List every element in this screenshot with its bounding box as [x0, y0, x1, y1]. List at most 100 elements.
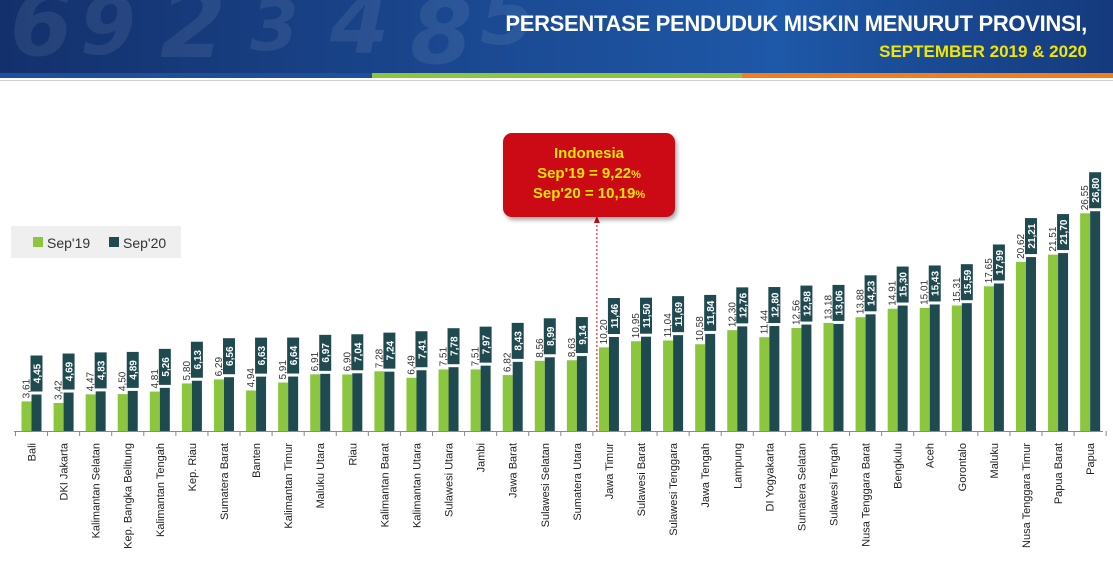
data-label-box-sep20 — [511, 322, 524, 359]
category-label: Jambi — [476, 443, 488, 472]
data-label-box-sep20 — [832, 284, 845, 321]
bar-sep19 — [534, 360, 545, 431]
data-label-box-sep20 — [158, 348, 171, 385]
bar-sep20 — [223, 377, 234, 431]
data-label-sep19: 10,20 — [599, 319, 610, 344]
data-label-box-sep20 — [543, 318, 556, 355]
bar-sep20 — [801, 324, 812, 431]
category-label: Sumatera Barat — [219, 443, 231, 520]
data-label-sep20: 13,06 — [835, 290, 846, 315]
callout-unit: % — [635, 189, 646, 201]
bar-sep19 — [342, 374, 353, 431]
bar-sep19 — [1080, 213, 1091, 431]
category-label: Kalimantan Timur — [283, 443, 295, 529]
data-label-sep19: 11,44 — [759, 309, 770, 334]
data-label-sep20: 17,99 — [995, 250, 1006, 275]
category-label: Jawa Tengah — [700, 443, 712, 508]
data-label-sep20: 6,13 — [193, 350, 204, 370]
data-label-box-sep20 — [62, 353, 75, 390]
data-label-sep19: 7,51 — [471, 347, 482, 367]
data-label-box-sep20 — [736, 287, 749, 324]
bar-sep19 — [149, 391, 160, 431]
data-label-sep20: 12,80 — [770, 292, 781, 317]
bar-sep19 — [181, 383, 192, 431]
bar-sep20 — [897, 305, 908, 431]
bar-sep19 — [1048, 254, 1059, 431]
data-label-sep19: 17,65 — [984, 258, 995, 283]
data-label-box-sep20 — [928, 265, 941, 302]
bar-sep19 — [406, 377, 417, 431]
bar-sep19 — [759, 337, 770, 431]
bar-sep20 — [384, 371, 395, 431]
bar-sep20 — [608, 337, 619, 431]
bar-sep20 — [641, 336, 652, 431]
bar-sep20 — [127, 390, 138, 431]
data-label-box-sep20 — [896, 266, 909, 303]
data-label-sep20: 21,70 — [1059, 219, 1070, 244]
category-label: Kep. Riau — [187, 443, 199, 491]
bar-sep19 — [983, 286, 994, 431]
bar-sep19 — [663, 340, 674, 431]
bar-sep19 — [246, 390, 257, 431]
data-label-sep20: 26,80 — [1091, 177, 1102, 202]
bar-sep20 — [737, 326, 748, 431]
data-label-sep20: 11,84 — [706, 300, 717, 325]
bar-sep20 — [448, 367, 459, 431]
header-stripe-green — [372, 73, 742, 78]
data-label-sep19: 5,91 — [278, 360, 289, 380]
callout-unit: % — [631, 169, 641, 181]
category-label: Gorontalo — [957, 443, 969, 491]
data-label-box-sep20 — [672, 296, 685, 333]
category-label: Papua — [1085, 442, 1097, 475]
data-label-sep19: 10,95 — [631, 313, 642, 338]
bar-sep19 — [695, 344, 706, 431]
bar-sep20 — [576, 356, 587, 431]
legend-swatch-sep19 — [33, 237, 43, 247]
data-label-box-sep20 — [992, 244, 1005, 281]
category-label: Kalimantan Barat — [379, 443, 391, 527]
data-label-sep20: 6,97 — [321, 343, 332, 363]
data-label-box-sep20 — [479, 326, 492, 363]
callout-sep20: Sep'20 = 10,19% — [503, 185, 675, 202]
decorative-digits: 6 — [10, 0, 73, 77]
bar-sep20 — [352, 373, 363, 431]
data-label-box-sep20 — [1089, 172, 1102, 209]
data-label-sep20: 5,26 — [161, 357, 172, 377]
legend-swatch-sep20 — [109, 237, 119, 247]
data-label-sep19: 12,56 — [791, 300, 802, 325]
data-label-sep19: 26,55 — [1080, 185, 1091, 210]
bar-sep20 — [673, 335, 684, 431]
bar-sep20 — [929, 304, 940, 431]
bar-sep20 — [288, 376, 299, 431]
data-label-sep19: 8,63 — [567, 337, 578, 357]
bar-sep20 — [833, 323, 844, 431]
data-label-box-sep20 — [383, 332, 396, 369]
category-label: Sulawesi Tenggara — [668, 442, 680, 536]
data-label-sep20: 4,69 — [65, 361, 76, 381]
bar-sep19 — [85, 394, 96, 431]
bar-sep19 — [502, 375, 513, 431]
decorative-digits: 5 — [480, 0, 536, 63]
bar-sep19 — [855, 317, 866, 431]
decorative-digits: 2 — [160, 0, 227, 78]
category-label: Sulawesi Barat — [636, 443, 648, 516]
bar-sep20 — [159, 387, 170, 431]
header-stripe-blue — [0, 73, 372, 78]
decorative-digits: 8 — [410, 0, 473, 78]
data-label-sep19: 14,91 — [888, 280, 899, 305]
category-label: DI Yogyakarta — [764, 442, 776, 511]
data-label-box-sep20 — [351, 334, 364, 371]
category-label: Sulawesi Selatan — [540, 443, 552, 527]
data-label-sep20: 4,83 — [97, 360, 108, 380]
bar-sep20 — [63, 392, 74, 431]
data-label-sep19: 6,49 — [406, 355, 417, 375]
data-label-sep19: 6,91 — [310, 351, 321, 371]
data-label-sep20: 12,98 — [802, 291, 813, 316]
data-label-sep20: 21,21 — [1027, 223, 1038, 248]
data-label-sep19: 13,88 — [856, 289, 867, 314]
data-label-box-sep20 — [768, 287, 781, 324]
bar-sep19 — [213, 379, 224, 431]
data-label-sep20: 15,30 — [899, 272, 910, 297]
chart-legend: Sep'19 Sep'20 — [11, 226, 181, 258]
data-label-sep19: 13,18 — [824, 294, 835, 319]
